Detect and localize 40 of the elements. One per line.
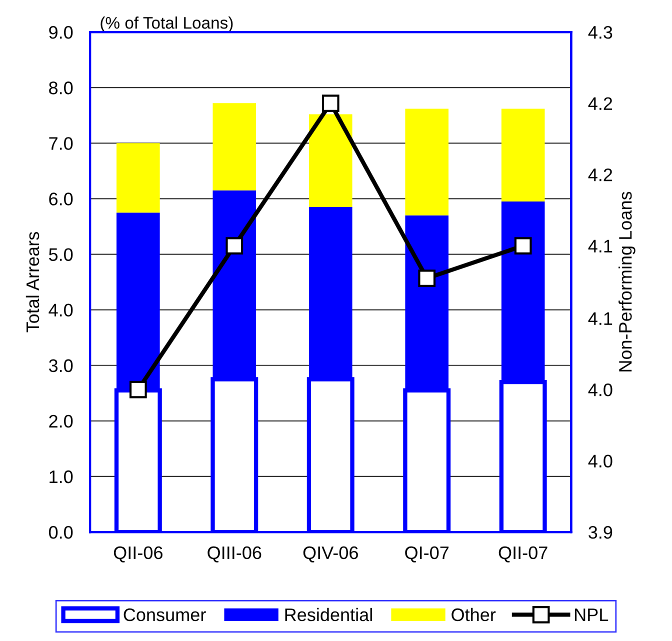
y-tick-label: 8.0 [49, 82, 73, 94]
y2-tick-label: 4.3 [588, 26, 612, 39]
y-tick-label: 7.0 [49, 137, 73, 150]
y-tick-label: 5.0 [49, 248, 73, 261]
x-tick-label: QIII-06 [208, 546, 262, 562]
legend-label: Consumer [124, 608, 206, 622]
y-tick-label: 6.0 [49, 192, 73, 206]
y-tick-label: 1.0 [50, 470, 73, 484]
y2-tick-label: 4.1 [588, 240, 612, 252]
point [129, 380, 147, 398]
y-axis-title: Total Arrears [26, 232, 40, 332]
bar [405, 108, 449, 216]
point [226, 237, 244, 254]
y2-tick-label: 4.2 [588, 168, 612, 182]
y2-tick-label: 4.1 [588, 312, 612, 325]
y2-tick-label: 3.9 [588, 526, 612, 539]
point [514, 237, 532, 254]
legend-label: Other [452, 608, 496, 622]
y2-tick-label: 4.0 [588, 454, 612, 468]
y-tick-label: 9.0 [49, 26, 73, 39]
y-tick-label: 3.0 [48, 359, 73, 372]
legend-label: NPL [575, 608, 608, 622]
x-tick-label: QII-06 [114, 546, 162, 562]
x-tick-label: QIV-06 [303, 546, 358, 562]
y2-tick-label: 4.0 [588, 383, 612, 396]
y2-axis-title: Non-Performing Loans [618, 192, 636, 372]
legend-label: Residential [285, 608, 372, 622]
bar [212, 103, 256, 190]
x-tick-label: QII-07 [498, 546, 548, 562]
y-tick-label: 2.0 [49, 414, 73, 428]
point [322, 94, 340, 112]
y-tick-label: 0.0 [48, 526, 73, 539]
point [418, 270, 436, 287]
bar [501, 108, 545, 202]
y2-tick-label: 4.2 [588, 97, 612, 110]
bar [116, 143, 160, 213]
bar [308, 114, 352, 208]
text: (% of Total Loans) [100, 16, 233, 32]
x-tick-label: QI-07 [405, 546, 449, 562]
y-tick-label: 4.0 [48, 304, 73, 317]
